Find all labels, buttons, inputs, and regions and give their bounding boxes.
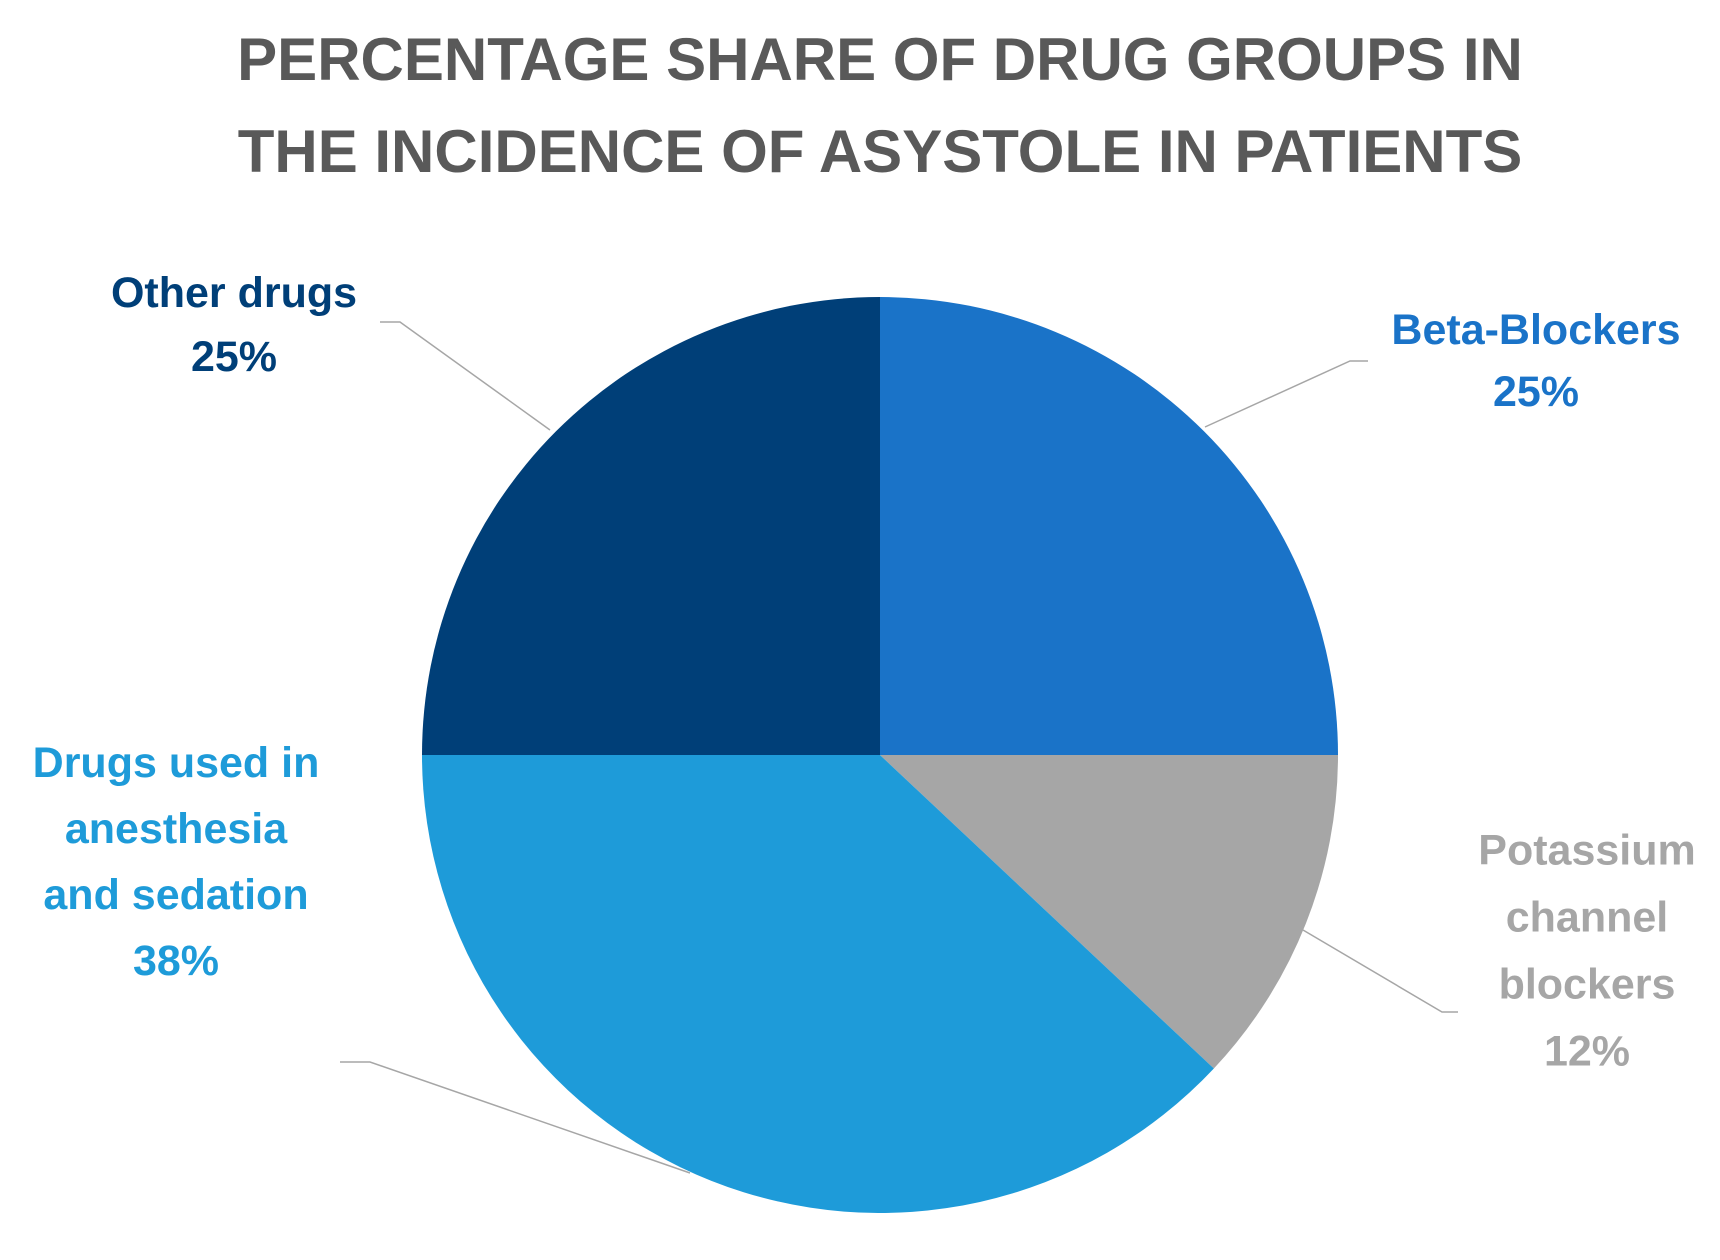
pie-slice-2 (880, 755, 1338, 1069)
slice-percent-label: 38% (133, 937, 219, 985)
chart-title-line-2: THE INCIDENCE OF ASYSTOLE IN PATIENTS (238, 118, 1523, 185)
slice-label-text: and sedation (43, 871, 308, 919)
slice-label-2: Potassium channel blockers 12% (1478, 827, 1695, 1076)
slice-label-3: Drugs used in anesthesia and sedation 38% (33, 739, 320, 985)
slice-label-text: anesthesia (65, 805, 288, 853)
pie-slice-4 (422, 297, 880, 755)
chart-title-line-1: PERCENTAGE SHARE OF DRUG GROUPS IN (237, 26, 1523, 93)
slice-label-text: Drugs used in (33, 739, 320, 787)
slice-label-text: Other drugs (111, 269, 357, 317)
leader-line-4 (380, 321, 551, 431)
pie-slices (422, 297, 1338, 1213)
slice-labels: Beta-Blockers 25% Potassium channel blockers… (33, 269, 1696, 1076)
pie-slice-1 (880, 297, 1338, 755)
leader-lines (340, 321, 1458, 1174)
pie-slice-3 (422, 755, 1214, 1213)
leader-line-2 (1302, 929, 1458, 1013)
slice-percent-label: 25% (191, 333, 277, 381)
slice-label-text: Beta-Blockers (1391, 306, 1680, 354)
slice-label-text: channel (1506, 894, 1669, 942)
leader-line-1 (1204, 360, 1368, 428)
slice-label-1: Beta-Blockers 25% (1391, 306, 1680, 416)
leader-line-3 (340, 1061, 691, 1174)
slice-label-text: blockers (1499, 961, 1676, 1009)
slice-percent-label: 12% (1544, 1028, 1630, 1076)
chart-title: PERCENTAGE SHARE OF DRUG GROUPS IN THE IN… (237, 26, 1523, 185)
slice-label-4: Other drugs 25% (111, 269, 357, 381)
slice-percent-label: 25% (1493, 368, 1579, 416)
slice-label-text: Potassium (1478, 827, 1695, 875)
